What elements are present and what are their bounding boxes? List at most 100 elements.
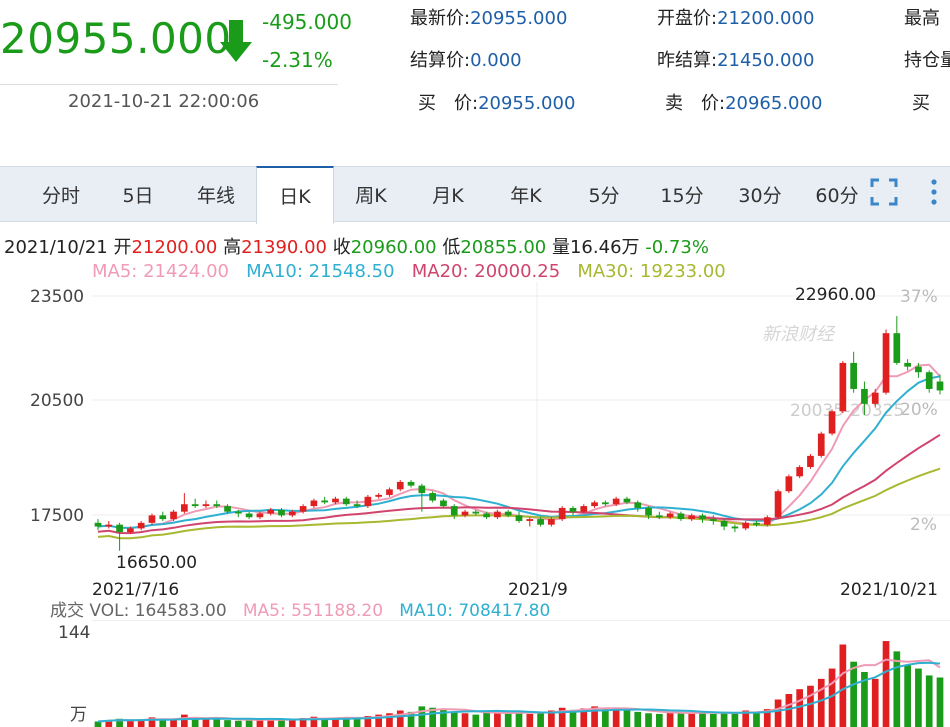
tab-5min[interactable]: 5分 xyxy=(588,185,620,207)
price-change-pct: -2.31% xyxy=(262,48,333,72)
last-price: 20955.000 xyxy=(0,14,232,63)
volume-bar xyxy=(127,720,134,727)
volume-bar xyxy=(159,720,167,727)
quote-label: 昨结算: xyxy=(657,50,718,71)
volume-bar xyxy=(515,711,523,727)
volume-bar xyxy=(785,694,793,727)
volume-bar xyxy=(850,661,857,727)
candle xyxy=(386,489,393,495)
tab-15min[interactable]: 15分 xyxy=(660,185,704,207)
tab-year-line[interactable]: 年线 xyxy=(196,185,235,207)
volume-bar xyxy=(148,717,156,727)
candle xyxy=(515,515,523,521)
candle xyxy=(224,506,231,512)
fullscreen-icon[interactable] xyxy=(870,178,898,206)
candle xyxy=(213,504,221,507)
candle xyxy=(429,493,436,501)
candle xyxy=(267,509,275,514)
tab-60min[interactable]: 60分 xyxy=(815,185,859,207)
candle xyxy=(170,511,177,520)
volume-bar xyxy=(569,709,577,727)
candle xyxy=(159,515,167,520)
volume-bar xyxy=(299,718,307,727)
volume-bar xyxy=(612,707,620,727)
volume-bar xyxy=(353,718,361,727)
volume-bar xyxy=(677,711,685,727)
quote-settle: 结算价:0.000 xyxy=(410,46,522,72)
volume-bar xyxy=(709,713,717,727)
candle xyxy=(450,506,458,516)
x-tick: 2021/9 xyxy=(508,580,568,600)
divider xyxy=(0,84,338,85)
volume-bar xyxy=(332,718,339,727)
tab-30min[interactable]: 30分 xyxy=(738,185,782,207)
volume-bar xyxy=(494,711,501,727)
candle xyxy=(407,481,415,486)
candle xyxy=(602,502,609,505)
volume-bar xyxy=(418,706,426,727)
volume-bar xyxy=(537,712,544,727)
volume-bar xyxy=(558,707,566,727)
tab-yearly-k[interactable]: 年K xyxy=(510,185,542,207)
volume-bar xyxy=(580,708,588,727)
candle xyxy=(936,381,944,391)
candle xyxy=(396,481,404,490)
candle xyxy=(655,515,663,518)
volume-bar xyxy=(666,712,674,727)
volume-bar xyxy=(720,711,728,727)
candle xyxy=(299,506,307,512)
candlestick-chart: 23500 20500 17500 37% 20% 2% 20035-20325… xyxy=(30,282,950,600)
candle xyxy=(321,500,329,503)
candle xyxy=(828,411,836,434)
volume-bar xyxy=(904,665,911,727)
tab-intraday[interactable]: 分时 xyxy=(41,185,80,207)
low-label: 低 xyxy=(442,237,461,258)
candle xyxy=(310,500,318,507)
volume-bar xyxy=(407,711,415,727)
candle xyxy=(116,524,123,533)
candle xyxy=(461,511,469,516)
candle xyxy=(850,362,857,389)
tab-5day[interactable]: 5日 xyxy=(122,185,154,207)
volume-bar xyxy=(763,709,771,727)
tab-daily-k[interactable]: 日K xyxy=(256,166,334,224)
volume-bar xyxy=(342,717,350,727)
tab-weekly-k[interactable]: 周K xyxy=(355,185,387,207)
volume-label: 量 xyxy=(551,237,570,258)
candle xyxy=(342,498,350,505)
volume-bar xyxy=(699,712,706,727)
quote-label: 最新价: xyxy=(410,8,471,29)
volume-bar xyxy=(915,668,922,727)
ma5-line xyxy=(97,363,941,529)
candle xyxy=(742,522,750,529)
volume-bar xyxy=(602,709,609,727)
pct-tick: 20% xyxy=(900,400,938,420)
volume-bar xyxy=(234,720,242,727)
volume-bar xyxy=(774,699,782,727)
volume-bar xyxy=(450,711,458,727)
volume-bar xyxy=(386,713,393,727)
volume-bar xyxy=(440,709,447,727)
candle xyxy=(709,519,717,521)
candle xyxy=(861,388,868,404)
tab-monthly-k[interactable]: 月K xyxy=(432,185,464,207)
candle xyxy=(915,366,922,373)
price-change: -495.000 xyxy=(262,10,352,34)
y-tick: 17500 xyxy=(30,506,84,526)
volume-bar xyxy=(591,706,598,727)
candle xyxy=(871,392,879,404)
volume-bar xyxy=(645,713,652,727)
candle xyxy=(591,502,598,507)
candle xyxy=(256,513,264,518)
candle xyxy=(753,522,760,525)
volume-bar xyxy=(807,685,814,727)
candle xyxy=(817,433,825,456)
volume-chart: 144 万 xyxy=(58,620,950,727)
close-value: 20960.00 xyxy=(350,237,437,258)
more-icon[interactable] xyxy=(924,178,944,206)
volume-bar xyxy=(278,720,285,727)
candle xyxy=(774,491,782,518)
candle xyxy=(526,519,534,521)
volume-bar xyxy=(213,718,221,727)
max-price-label: 22960.00 xyxy=(795,285,876,305)
